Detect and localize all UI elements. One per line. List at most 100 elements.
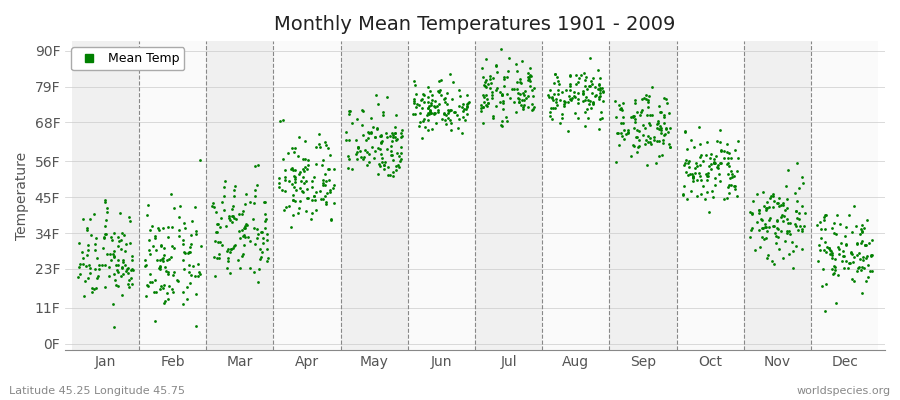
Point (730, 193, 744, 199)
Point (228, 183, 242, 189)
Point (327, 182, 341, 188)
Point (339, 129, 354, 135)
Point (143, 270, 157, 277)
Point (475, 104, 490, 110)
Point (238, 221, 253, 228)
Point (547, 70, 562, 77)
Point (362, 130, 376, 136)
Point (688, 160, 703, 167)
Point (370, 125, 384, 131)
Point (499, 113, 513, 120)
Point (418, 124, 433, 130)
Point (693, 173, 707, 179)
Point (790, 159, 805, 166)
Point (383, 133, 398, 140)
Point (96, 245, 111, 252)
Point (544, 105, 559, 111)
Point (114, 292, 129, 298)
Point (287, 184, 302, 190)
Point (316, 157, 330, 164)
Point (526, 93, 541, 99)
Point (772, 203, 787, 210)
Point (176, 256, 190, 263)
Point (818, 308, 832, 315)
Point (555, 110, 570, 117)
Point (413, 110, 428, 116)
Point (790, 215, 805, 222)
Point (211, 239, 225, 245)
Point (183, 249, 197, 256)
Point (696, 158, 710, 165)
Point (586, 100, 600, 106)
Point (83, 216, 97, 222)
Point (356, 155, 370, 162)
Point (593, 86, 608, 93)
Point (818, 225, 832, 232)
Point (142, 250, 157, 257)
Point (722, 182, 736, 188)
Point (707, 175, 722, 181)
Point (407, 100, 421, 107)
Point (350, 149, 365, 155)
Point (760, 254, 774, 261)
Point (371, 101, 385, 108)
Bar (677, 41, 744, 350)
Point (374, 133, 388, 139)
Point (72, 263, 86, 270)
Point (619, 130, 634, 137)
Point (228, 242, 242, 248)
Point (522, 76, 536, 82)
Point (278, 174, 293, 180)
Point (441, 114, 455, 121)
Point (688, 170, 702, 176)
Point (149, 256, 164, 263)
Point (389, 166, 403, 173)
Point (210, 254, 224, 261)
Point (370, 126, 384, 132)
Point (166, 272, 180, 278)
Point (288, 144, 302, 151)
Bar (811, 41, 878, 350)
Point (157, 282, 171, 288)
Point (374, 132, 388, 139)
Point (659, 96, 673, 102)
Point (76, 216, 91, 222)
Point (293, 178, 308, 184)
Point (859, 278, 873, 284)
Point (838, 233, 852, 240)
Point (98, 223, 112, 230)
Point (301, 157, 315, 163)
Point (305, 210, 320, 216)
Point (295, 189, 310, 195)
Point (78, 278, 93, 284)
Point (142, 279, 157, 286)
Point (288, 198, 302, 204)
Point (252, 266, 266, 272)
Point (116, 259, 130, 265)
Point (220, 246, 235, 253)
Point (706, 156, 721, 162)
Point (782, 251, 796, 258)
Point (847, 254, 861, 260)
Point (160, 296, 175, 302)
Point (744, 224, 759, 231)
Point (781, 220, 796, 226)
Point (700, 176, 715, 183)
Point (356, 107, 371, 114)
Point (305, 178, 320, 184)
Point (124, 266, 139, 273)
Point (222, 270, 237, 276)
Point (767, 261, 781, 267)
Point (743, 209, 758, 215)
Point (410, 101, 425, 107)
Point (500, 74, 515, 80)
Point (303, 216, 318, 222)
Point (191, 260, 205, 267)
Point (819, 212, 833, 218)
Point (702, 208, 716, 215)
Point (157, 244, 171, 251)
Point (450, 112, 464, 118)
Point (87, 211, 102, 217)
Point (706, 188, 720, 194)
Point (299, 178, 313, 184)
